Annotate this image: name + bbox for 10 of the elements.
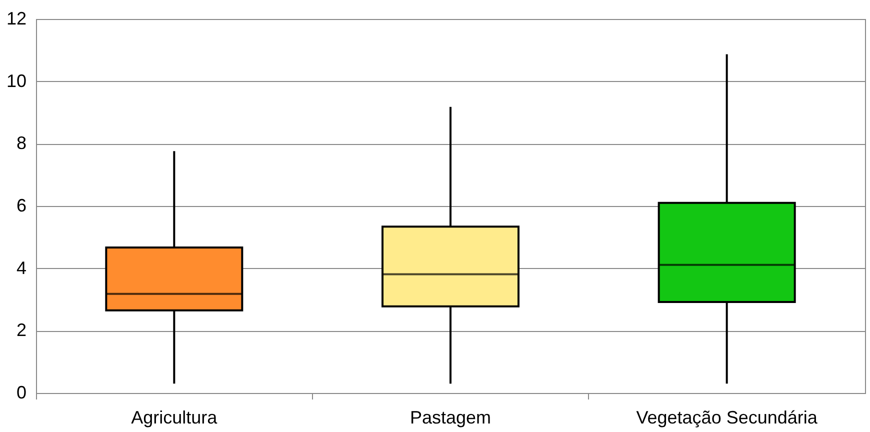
y-tick-label: 2 bbox=[16, 320, 26, 340]
y-tick-label: 12 bbox=[6, 8, 26, 28]
y-tick-label: 4 bbox=[16, 258, 26, 278]
x-tick-label: Pastagem bbox=[410, 408, 492, 428]
y-tick-label: 8 bbox=[16, 133, 26, 154]
y-tick-label: 6 bbox=[16, 196, 26, 216]
y-tick-label: 10 bbox=[6, 70, 26, 91]
x-tick-label: Vegetação Secundária bbox=[636, 408, 818, 428]
x-tick-label: Agricultura bbox=[131, 408, 218, 428]
y-tick-label: 0 bbox=[16, 382, 26, 402]
